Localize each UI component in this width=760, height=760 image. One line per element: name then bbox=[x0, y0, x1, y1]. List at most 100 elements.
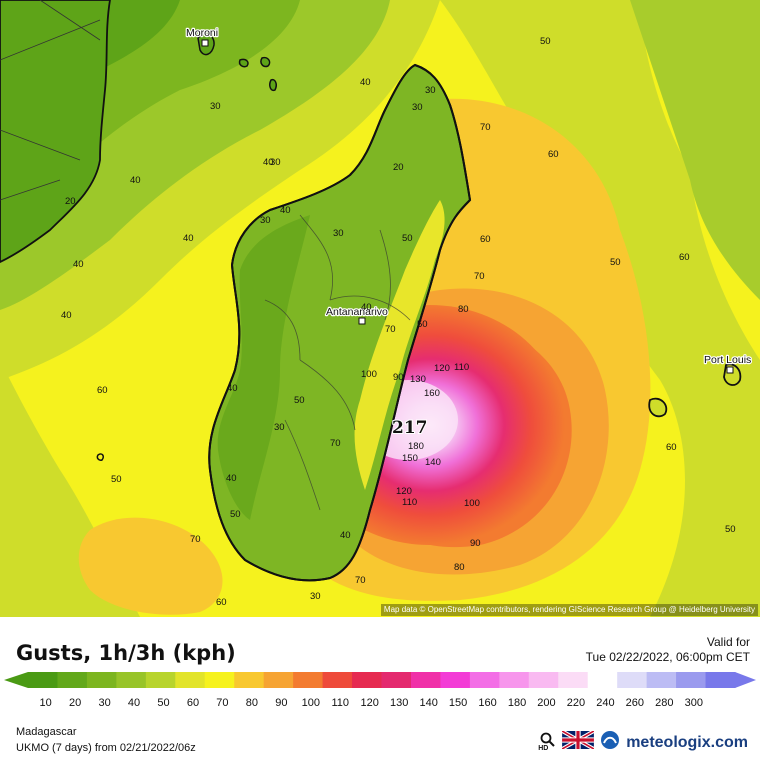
legend-swatch bbox=[234, 672, 265, 688]
contour-label: 20 bbox=[393, 162, 404, 173]
legend-swatch bbox=[293, 672, 324, 688]
zoom-search-icon[interactable]: HD bbox=[538, 732, 556, 754]
contour-label: 50 bbox=[230, 509, 241, 520]
city-label-antananarivo: Antananarivo bbox=[326, 306, 388, 318]
madagascar-coast bbox=[208, 63, 472, 582]
legend-tick-label: 180 bbox=[508, 697, 526, 709]
meteologix-logo-icon[interactable] bbox=[600, 730, 620, 755]
legend-tick-label: 110 bbox=[331, 697, 349, 709]
legend-tick-label: 160 bbox=[478, 697, 496, 709]
gust-band-70-sw bbox=[78, 517, 223, 615]
contour-label: 150 bbox=[402, 453, 418, 464]
contour-label: 110 bbox=[402, 497, 417, 508]
legend-swatch bbox=[528, 672, 559, 688]
legend-swatch bbox=[676, 672, 707, 688]
contour-label: 60 bbox=[97, 385, 108, 396]
contour-label: 60 bbox=[216, 597, 227, 608]
color-legend: 10 20 30 40 50 60 70 80 90 100 110 120 130 140 150 160 1… bbox=[0, 670, 760, 710]
city-marker-port-louis[interactable]: Port Louis bbox=[703, 353, 752, 374]
legend-swatch bbox=[145, 672, 176, 688]
contour-label: 30 bbox=[270, 157, 281, 168]
contour-label: 180 bbox=[408, 441, 424, 452]
legend-tick-label: 60 bbox=[187, 697, 199, 709]
legend-tick-label: 140 bbox=[419, 697, 437, 709]
madagascar-east-yellow bbox=[354, 200, 445, 490]
legend-high-arrow bbox=[735, 672, 756, 688]
contour-label: 120 bbox=[434, 363, 450, 374]
legend-swatch bbox=[440, 672, 471, 688]
contour-label: 30 bbox=[425, 85, 436, 96]
legend-tick-label: 280 bbox=[655, 697, 673, 709]
contour-label: 30 bbox=[260, 215, 271, 226]
legend-tick-label: 300 bbox=[685, 697, 703, 709]
contour-label: 120 bbox=[396, 486, 412, 497]
contour-label: 90 bbox=[393, 372, 404, 383]
contour-label: 30 bbox=[333, 228, 344, 239]
contour-label: 40 bbox=[361, 302, 372, 313]
legend-swatch bbox=[263, 672, 294, 688]
legend-swatch bbox=[469, 672, 500, 688]
contour-label: 40 bbox=[280, 205, 291, 216]
contour-label: 100 bbox=[361, 369, 377, 380]
contour-label: 40 bbox=[73, 259, 84, 270]
madagascar-west-green bbox=[217, 215, 310, 520]
africa-borders bbox=[0, 0, 101, 201]
contour-label: 140 bbox=[425, 457, 441, 468]
city-marker-antananarivo[interactable]: Antananarivo bbox=[325, 305, 389, 325]
contour-label: 40 bbox=[226, 473, 237, 484]
legend-tick-label: 150 bbox=[449, 697, 467, 709]
contour-label: 100 bbox=[464, 498, 480, 509]
contour-label: 60 bbox=[548, 149, 559, 160]
valid-time-block: Valid for Tue 02/22/2022, 06:00pm CET bbox=[586, 635, 750, 665]
legend-swatch bbox=[558, 672, 589, 688]
legend-tick-label: 120 bbox=[361, 697, 379, 709]
map-title: Gusts, 1h/3h (kph) bbox=[16, 641, 236, 665]
contour-label: 130 bbox=[410, 374, 426, 385]
legend-tick-label: 240 bbox=[596, 697, 614, 709]
legend-swatch bbox=[57, 672, 88, 688]
contour-label: 50 bbox=[417, 319, 428, 330]
valid-label: Valid for bbox=[706, 635, 750, 649]
contour-label: 40 bbox=[360, 77, 371, 88]
legend-tick-label: 260 bbox=[626, 697, 644, 709]
city-label-moroni: Moroni bbox=[186, 27, 218, 39]
peak-gust-value: 217 bbox=[392, 418, 428, 438]
legend-swatch bbox=[175, 672, 206, 688]
legend-swatch bbox=[381, 672, 412, 688]
city-marker-moroni[interactable]: Moroni bbox=[185, 26, 219, 47]
contour-label: 70 bbox=[330, 438, 341, 449]
contour-label: 70 bbox=[480, 122, 491, 133]
legend-swatch bbox=[352, 672, 382, 688]
brand-bar: HD meteologix.com bbox=[538, 729, 748, 755]
contour-label: 70 bbox=[474, 271, 485, 282]
contour-label: 50 bbox=[610, 257, 621, 268]
contour-label: 70 bbox=[190, 534, 201, 545]
contour-label: 40 bbox=[130, 175, 141, 186]
legend-tick-label: 80 bbox=[246, 697, 258, 709]
legend-tick-label: 200 bbox=[537, 697, 555, 709]
legend-swatch bbox=[499, 672, 530, 688]
valid-time: Tue 02/22/2022, 06:00pm CET bbox=[585, 650, 750, 664]
uk-flag-icon[interactable] bbox=[561, 729, 595, 754]
model-run: UKMO (7 days) from 02/21/2022/06z bbox=[16, 742, 196, 754]
city-label-port-louis: Port Louis bbox=[704, 354, 751, 366]
contour-label: 30 bbox=[274, 422, 285, 433]
contour-label: 30 bbox=[310, 591, 321, 602]
contour-label: 80 bbox=[454, 562, 465, 573]
legend-tick-label: 40 bbox=[128, 697, 140, 709]
gust-map[interactable]: Moroni Antananarivo Port Louis 50 30 40 30 3… bbox=[0, 0, 760, 617]
contour-label: 60 bbox=[666, 442, 677, 453]
contour-label: 50 bbox=[294, 395, 305, 406]
admin-boundaries bbox=[264, 214, 411, 511]
contour-label: 160 bbox=[424, 388, 440, 399]
contour-label: 30 bbox=[412, 102, 423, 113]
comoros-island bbox=[269, 78, 277, 92]
legend-tick-label: 10 bbox=[40, 697, 52, 709]
brand-name[interactable]: meteologix.com bbox=[626, 733, 748, 751]
legend-tick-label: 30 bbox=[98, 697, 110, 709]
contour-label: 50 bbox=[540, 36, 551, 47]
legend-swatch bbox=[410, 672, 441, 688]
legend-tick-label: 130 bbox=[390, 697, 408, 709]
legend-tick-label: 220 bbox=[567, 697, 585, 709]
